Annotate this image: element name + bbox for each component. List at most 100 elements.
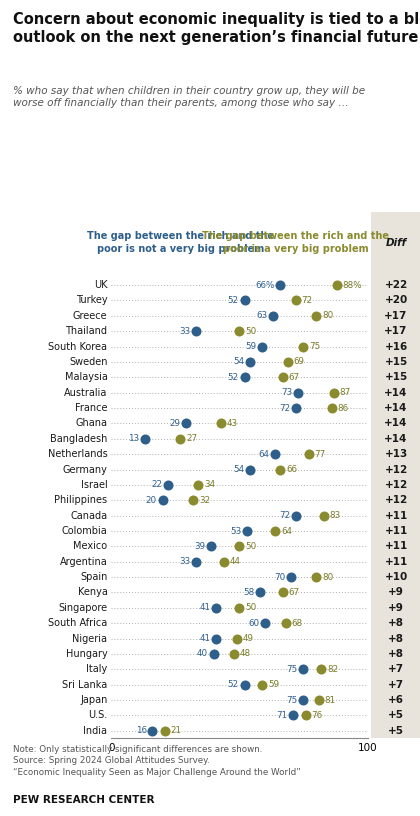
Text: The gap between the rich and the
poor is not a very big problem: The gap between the rich and the poor is…	[87, 231, 274, 255]
Text: 53: 53	[230, 526, 242, 535]
Point	[290, 709, 297, 722]
Point	[318, 663, 325, 676]
Text: +5: +5	[388, 725, 404, 736]
Text: +15: +15	[384, 372, 408, 383]
Text: +16: +16	[384, 342, 408, 352]
Text: +11: +11	[384, 526, 408, 536]
Point	[234, 632, 240, 645]
Text: +11: +11	[384, 557, 408, 567]
Point	[208, 540, 215, 553]
Text: 21: 21	[171, 726, 182, 735]
Text: +10: +10	[384, 572, 408, 582]
Point	[285, 356, 291, 369]
Text: 33: 33	[179, 326, 190, 335]
Point	[300, 340, 307, 353]
Point	[320, 509, 327, 522]
Point	[257, 586, 263, 599]
Text: Argentina: Argentina	[60, 557, 108, 567]
Text: 59: 59	[268, 681, 279, 690]
Text: Hungary: Hungary	[66, 649, 108, 659]
Text: 13: 13	[128, 434, 139, 443]
Point	[159, 494, 166, 507]
Text: 72: 72	[302, 296, 312, 305]
Text: 67: 67	[289, 373, 300, 382]
Text: 33: 33	[179, 557, 190, 566]
Text: 32: 32	[199, 496, 210, 505]
Text: 60: 60	[248, 619, 260, 628]
Text: UK: UK	[94, 280, 108, 290]
Point	[218, 417, 225, 430]
Text: +17: +17	[384, 326, 408, 336]
Point	[182, 417, 189, 430]
Point	[272, 448, 278, 461]
Text: 64: 64	[259, 450, 270, 459]
Text: 72: 72	[279, 511, 290, 520]
Point	[213, 601, 220, 614]
Text: 41: 41	[200, 603, 211, 612]
Text: The gap between the rich and the
poor is a very big problem: The gap between the rich and the poor is…	[202, 231, 389, 255]
Text: Canada: Canada	[70, 511, 108, 521]
Point	[241, 294, 248, 307]
Text: +7: +7	[388, 664, 404, 674]
Text: 76: 76	[312, 711, 323, 720]
Point	[236, 540, 243, 553]
Text: 67: 67	[289, 588, 300, 597]
Text: 66%: 66%	[255, 281, 275, 290]
Text: 87: 87	[340, 388, 351, 397]
Point	[241, 370, 248, 384]
Text: +20: +20	[384, 295, 408, 305]
Text: 71: 71	[276, 711, 288, 720]
Text: 75: 75	[309, 342, 320, 351]
Text: Greece: Greece	[73, 311, 108, 321]
Point	[313, 309, 320, 322]
Text: 41: 41	[200, 634, 211, 643]
Text: 72: 72	[279, 404, 290, 413]
Text: +8: +8	[388, 633, 404, 644]
Point	[277, 278, 284, 291]
Point	[331, 386, 338, 399]
Text: +8: +8	[388, 649, 404, 659]
Point	[287, 570, 294, 583]
Text: 44: 44	[230, 557, 241, 566]
Text: 66: 66	[286, 465, 297, 474]
Text: % who say that when children in their country grow up, they will be
​worse off​ : % who say that when children in their co…	[13, 86, 365, 109]
Text: 59: 59	[246, 342, 257, 351]
Text: 80: 80	[322, 573, 333, 582]
Text: Turkey: Turkey	[76, 295, 108, 305]
Text: Thailand: Thailand	[66, 326, 108, 336]
Point	[300, 694, 307, 707]
Point	[277, 463, 284, 476]
Text: Note: Only statistically significant differences are shown.
Source: Spring 2024 : Note: Only statistically significant dif…	[13, 745, 300, 777]
Point	[305, 448, 312, 461]
Text: Bangladesh: Bangladesh	[50, 434, 108, 444]
Text: +5: +5	[388, 711, 404, 721]
Text: 77: 77	[314, 450, 326, 459]
Text: Nigeria: Nigeria	[73, 633, 108, 644]
Text: Ghana: Ghana	[76, 419, 108, 428]
Text: Colombia: Colombia	[62, 526, 108, 536]
Text: +14: +14	[384, 434, 408, 444]
Point	[280, 586, 286, 599]
Text: 88%: 88%	[342, 281, 362, 290]
Text: 40: 40	[197, 650, 208, 659]
Point	[190, 494, 197, 507]
Text: 82: 82	[327, 665, 338, 674]
Point	[213, 632, 220, 645]
Point	[177, 432, 184, 446]
Point	[259, 678, 266, 691]
Text: Australia: Australia	[64, 388, 108, 397]
Point	[244, 525, 250, 538]
Text: Kenya: Kenya	[78, 588, 108, 597]
Text: 83: 83	[330, 511, 341, 520]
Text: +12: +12	[384, 480, 408, 490]
Text: 80: 80	[322, 312, 333, 321]
Text: France: France	[75, 403, 108, 413]
Point	[259, 340, 266, 353]
Text: Israel: Israel	[81, 480, 108, 490]
Point	[300, 663, 307, 676]
Text: +11: +11	[384, 511, 408, 521]
Text: +15: +15	[384, 357, 408, 367]
Text: U.S.: U.S.	[88, 711, 108, 721]
Text: +6: +6	[388, 695, 404, 705]
Point	[241, 678, 248, 691]
